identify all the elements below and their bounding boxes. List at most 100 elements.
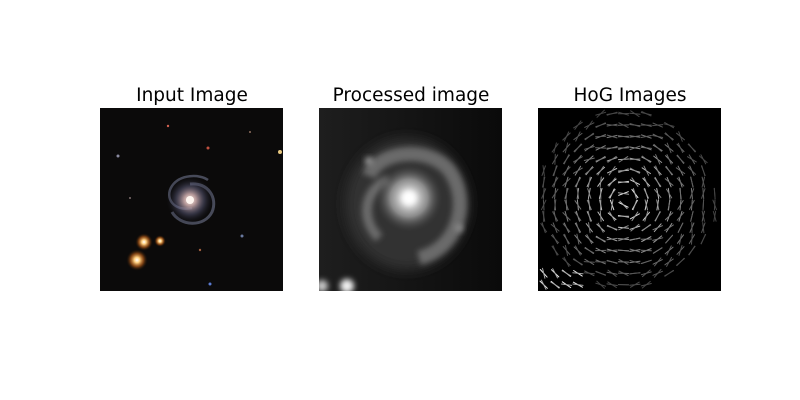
hog-gradient-stroke [713, 187, 716, 200]
hog-gradient-stroke [712, 210, 717, 222]
hog-gradient-stroke [583, 146, 595, 150]
hog-gradient-stroke [583, 261, 595, 263]
hog-gradient-stroke [553, 199, 557, 211]
hog-gradient-stroke [617, 192, 630, 195]
hog-gradient-stroke [551, 177, 559, 187]
hog-gradient-stroke [542, 176, 545, 188]
hog-gradient-stroke [698, 155, 708, 164]
hog-gradient-stroke [575, 131, 581, 142]
hog-gradient-stroke [610, 199, 614, 211]
hog-gradient-stroke [542, 165, 545, 177]
hog-gradient-stroke [606, 259, 618, 264]
hog-gradient-stroke [618, 156, 629, 163]
hog-gradient-stroke [583, 272, 595, 275]
hog-gradient-stroke [663, 123, 675, 127]
panel-input-image: Input Image [100, 84, 284, 291]
hog-gradient-stroke [575, 245, 581, 256]
hog-gradient-stroke [643, 165, 650, 176]
hog-gradient-stroke [652, 225, 663, 231]
hog-gradient-stroke [572, 272, 584, 275]
hog-gradient-stroke [595, 122, 606, 128]
hog-gradient-stroke [632, 199, 638, 211]
hog-gradient-stroke [687, 156, 697, 163]
hog-gradient-stroke [583, 157, 595, 161]
hog-gradient-stroke [584, 166, 594, 175]
hog-gradient-stroke [665, 234, 673, 244]
hog-gradient-stroke [619, 200, 628, 210]
hog-gradient-stroke [564, 245, 569, 256]
hog-gradient-stroke [563, 131, 570, 142]
hog-gradient-stroke [687, 143, 697, 152]
hog-gradient-stroke [676, 177, 685, 187]
hog-gradient-stroke [629, 145, 641, 151]
hog-gradient-stroke [608, 177, 616, 187]
hog-gradient-stroke [563, 154, 570, 165]
hog-gradient-stroke [655, 154, 661, 165]
hog-gradient-stroke [585, 120, 593, 130]
hog-gradient-stroke [572, 283, 584, 286]
hog-gradient-stroke [702, 222, 705, 234]
hog-gradient-stroke [629, 272, 641, 275]
hog-gradient-stroke [676, 257, 685, 266]
panel-hog-images: HoG Images [538, 84, 722, 291]
hog-gradient-stroke [701, 176, 705, 188]
panel-title-input: Input Image [136, 85, 248, 106]
hog-gradient-stroke [629, 123, 641, 128]
hog-gradient-stroke [641, 111, 652, 117]
hog-gradient-stroke [654, 257, 662, 267]
hog-gradient-stroke [677, 222, 684, 233]
hog-gradient-stroke [640, 146, 652, 149]
hog-gradient-stroke [618, 225, 629, 231]
hog-gradient-stroke [702, 199, 705, 211]
hog-gradient-stroke [618, 259, 629, 265]
hog-gradient-stroke [599, 176, 602, 188]
hog-gradient-stroke [608, 188, 616, 199]
hog-gradient-stroke [653, 143, 662, 152]
hog-gradient-stroke [678, 245, 683, 256]
hog-gradient-stroke [564, 233, 569, 245]
hog-gradient-stroke [629, 260, 641, 264]
hog-gradient-stroke [574, 200, 582, 210]
hog-gradient-stroke [561, 270, 572, 277]
hog-gradient-stroke [640, 135, 652, 138]
hog-gradient-stroke [678, 131, 683, 142]
hog-gradient-stroke [640, 259, 652, 264]
hog-gradient-stroke [630, 281, 640, 288]
hog-gradient-stroke [643, 188, 649, 199]
hog-gradient-stroke [676, 155, 685, 164]
hog-gradient-stroke [540, 223, 548, 233]
hog-gradient-stroke [575, 222, 580, 234]
hog-gradient-stroke [701, 188, 706, 199]
hog-gradient-stroke [679, 233, 682, 245]
hog-gradient-stroke [564, 188, 569, 199]
hog-gradient-stroke [618, 270, 629, 276]
hog-gradient-stroke [666, 142, 672, 154]
hog-gradient-stroke [677, 200, 684, 210]
hog-gradient-stroke [588, 222, 591, 234]
hog-gradient-stroke [631, 211, 639, 222]
hog-gradient-stroke [552, 211, 559, 222]
hog-gradient-stroke [700, 233, 706, 245]
hog-gradient-stroke [597, 165, 604, 176]
hog-gradient-stroke [666, 245, 672, 256]
panel-title-processed: Processed image [332, 85, 490, 106]
hog-gradient-stroke [595, 270, 606, 276]
hog-gradient-stroke [606, 123, 618, 127]
hog-gradient-stroke [576, 187, 580, 200]
hog-gradient-stroke [629, 248, 641, 253]
hog-gradient-stroke [572, 258, 583, 265]
hog-gradient-stroke [574, 211, 582, 221]
hog-gradient-stroke [618, 122, 629, 128]
hog-gradient-stroke [629, 167, 640, 174]
hog-gradient-stroke [666, 256, 673, 267]
hog-gradient-stroke [587, 210, 591, 222]
hog-gradient-stroke [595, 157, 606, 162]
hog-gradient-stroke [599, 210, 602, 222]
panel-title-hog: HoG Images [573, 85, 687, 106]
hog-gradient-stroke [562, 166, 571, 175]
hog-gradient-stroke [587, 176, 591, 188]
hog-gradient-stroke [691, 233, 693, 245]
hog-gradient-stroke [607, 269, 617, 277]
hog-gradient-stroke [712, 199, 717, 211]
processed-image [319, 108, 502, 291]
